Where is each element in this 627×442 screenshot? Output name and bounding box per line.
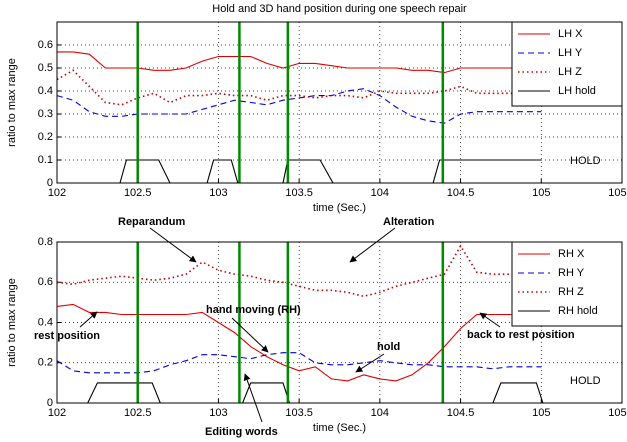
- x-tick-label: 105: [532, 187, 550, 199]
- legend-box: [511, 241, 623, 327]
- x-tick-label: 103.5: [285, 407, 313, 419]
- annotation: rest position: [34, 330, 100, 342]
- y-tick-label: 0.6: [38, 39, 53, 51]
- x-tick-label: 102.5: [124, 187, 152, 199]
- y-axis-label: ratio to max range: [6, 278, 18, 367]
- x-tick-label: 104.5: [447, 187, 475, 199]
- legend-label: LH hold: [558, 85, 596, 97]
- annotation-arrow: [231, 317, 269, 353]
- annotation: hold: [377, 341, 400, 353]
- x-tick-label: 102: [48, 407, 66, 419]
- annotation: back to rest position: [467, 329, 575, 341]
- y-tick-label: 0.5: [38, 62, 53, 74]
- x-tick-label: 102: [48, 187, 66, 199]
- annotation-arrow: [149, 227, 197, 263]
- y-tick-label: 0.2: [38, 131, 53, 143]
- x-tick-label: 105.5: [608, 407, 627, 419]
- annotation: Reparandum: [118, 216, 185, 228]
- chart-title: Hold and 3D hand position during one spe…: [212, 3, 467, 15]
- x-tick-label: 104.5: [447, 407, 475, 419]
- legend-label: LH Y: [558, 47, 583, 59]
- annotation-arrow: [79, 311, 98, 328]
- legend-label: RH X: [558, 248, 585, 260]
- annotation-arrow: [479, 312, 501, 328]
- x-tick-label: 103: [209, 407, 227, 419]
- y-tick-label: 0: [47, 397, 53, 409]
- legend-label: RH Z: [558, 286, 584, 298]
- series-line: [87, 382, 544, 403]
- annotation-arrow: [349, 227, 396, 263]
- legend-label: RH hold: [558, 305, 598, 317]
- y-tick-label: 0.2: [38, 357, 53, 369]
- x-tick-label: 102.5: [124, 407, 152, 419]
- x-tick-label: 104: [371, 407, 389, 419]
- y-tick-label: 0.6: [38, 276, 53, 288]
- y-tick-label: 0.3: [38, 108, 53, 120]
- x-tick-label: 103: [209, 187, 227, 199]
- annotation-arrow: [355, 353, 385, 373]
- annotation: Alteration: [383, 216, 435, 228]
- annotation: hand moving (RH): [206, 304, 301, 316]
- annotation: Editing words: [205, 426, 278, 438]
- y-axis-label: ratio to max range: [6, 58, 18, 147]
- y-tick-label: 0.1: [38, 154, 53, 166]
- annotation-arrow: [243, 373, 263, 423]
- annotation: HOLD: [570, 375, 601, 387]
- legend-label: LH X: [558, 28, 583, 40]
- legend-label: LH Z: [558, 66, 582, 78]
- y-tick-label: 0.8: [38, 236, 53, 248]
- series-line: [119, 159, 542, 183]
- x-axis-label: time (Sec.): [313, 422, 366, 434]
- x-tick-label: 104: [371, 187, 389, 199]
- legend-label: RH Y: [558, 267, 585, 279]
- x-tick-label: 105: [532, 407, 550, 419]
- y-tick-label: 0.4: [38, 85, 53, 97]
- series-line: [57, 69, 542, 106]
- x-tick-label: 103.5: [285, 187, 313, 199]
- legend-box: [511, 21, 623, 107]
- x-tick-label: 105.5: [608, 187, 627, 199]
- y-tick-label: 0: [47, 177, 53, 189]
- annotation: HOLD: [570, 155, 601, 167]
- y-tick-label: 0.4: [38, 316, 53, 328]
- x-axis-label: time (Sec.): [313, 202, 366, 214]
